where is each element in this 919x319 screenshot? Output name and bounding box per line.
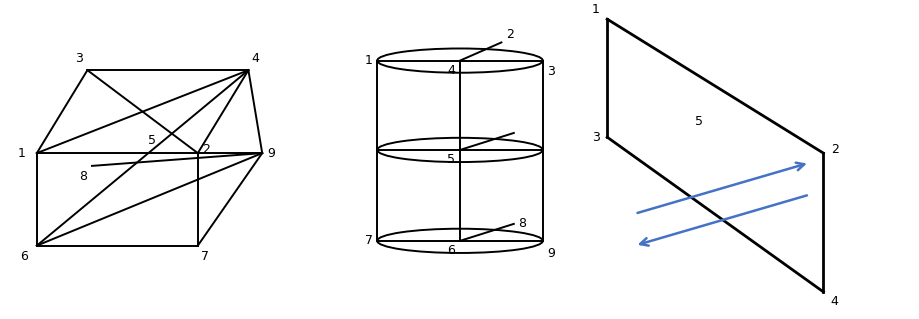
Text: 4: 4 xyxy=(830,295,838,308)
Text: 6: 6 xyxy=(447,244,455,257)
FancyArrowPatch shape xyxy=(640,195,806,246)
Text: 8: 8 xyxy=(518,217,526,230)
Text: 4: 4 xyxy=(447,64,455,77)
Text: 2: 2 xyxy=(830,144,838,156)
Text: 3: 3 xyxy=(74,52,83,65)
Text: 9: 9 xyxy=(547,247,555,260)
Text: 1: 1 xyxy=(364,54,372,67)
Text: 5: 5 xyxy=(695,115,702,128)
Text: 9: 9 xyxy=(267,147,275,160)
Text: 3: 3 xyxy=(591,131,599,144)
Text: 7: 7 xyxy=(364,234,372,247)
FancyArrowPatch shape xyxy=(637,163,803,213)
Text: 5: 5 xyxy=(148,134,155,147)
Text: 1: 1 xyxy=(17,147,26,160)
Text: 6: 6 xyxy=(19,250,28,263)
Text: 3: 3 xyxy=(547,65,555,78)
Text: 2: 2 xyxy=(202,144,210,156)
Text: 5: 5 xyxy=(447,153,455,166)
Text: 2: 2 xyxy=(505,28,514,41)
Text: 1: 1 xyxy=(591,3,599,16)
Text: 8: 8 xyxy=(79,170,87,183)
Text: 4: 4 xyxy=(251,52,259,65)
Text: 7: 7 xyxy=(200,250,209,263)
